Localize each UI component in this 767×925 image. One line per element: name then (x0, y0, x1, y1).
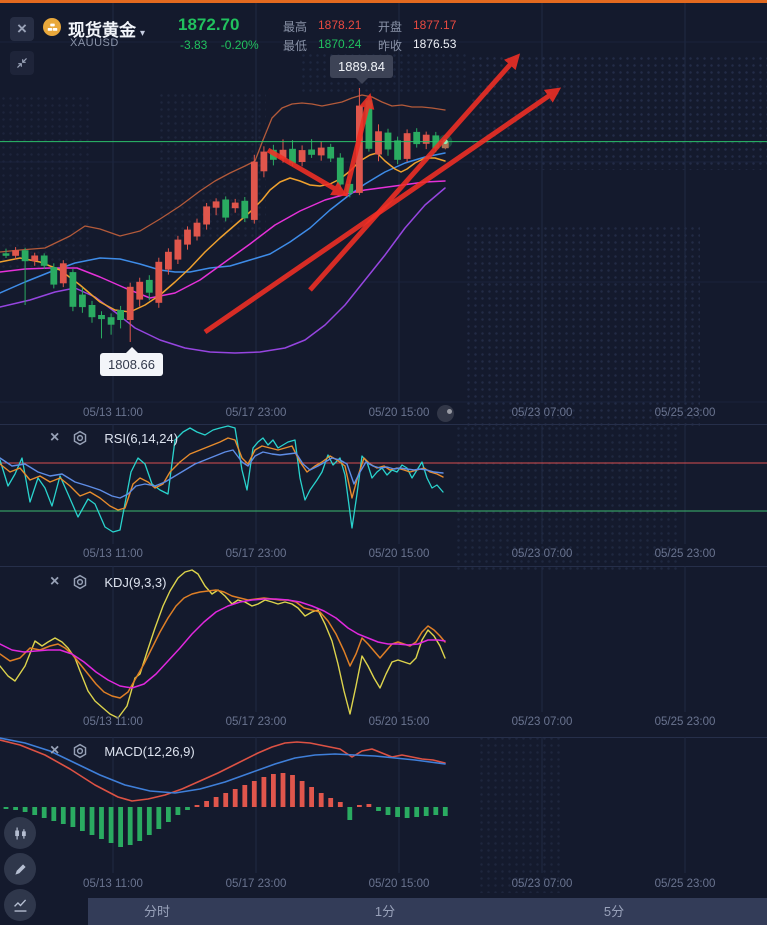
time-tick-label: 05/23 07:00 (511, 548, 573, 560)
time-tick-label: 05/17 23:00 (225, 548, 287, 560)
chevron-down-icon: ▾ (140, 28, 146, 39)
kdj-canvas[interactable] (0, 566, 767, 737)
instrument-selector[interactable]: 现货黄金 ▾ (68, 16, 145, 41)
trend-line-icon (12, 897, 29, 914)
macd-settings-icon[interactable] (72, 743, 88, 759)
main-time-axis: 05/13 11:00 05/17 23:00 05/20 15:00 05/23 0… (0, 404, 767, 422)
last-price: 1872.70 (178, 15, 240, 34)
time-tick-label: 05/13 11:00 (83, 716, 143, 728)
macd-time-axis: 05/13 11:00 05/17 23:00 05/20 15:00 05/23 0… (0, 875, 767, 893)
price-change-pct: -0.20% (220, 38, 259, 52)
prev-close-label: 昨收 (378, 39, 403, 53)
low-price-tooltip: 1808.66 (100, 347, 163, 376)
tab-1min[interactable]: 1分 (374, 904, 396, 919)
scroll-handle[interactable] (437, 405, 454, 422)
time-tick-label: 05/25 23:00 (654, 407, 716, 419)
draw-tool-button[interactable] (4, 853, 36, 885)
rsi-label: RSI(6,14,24) (104, 430, 179, 446)
tab-timeshare[interactable]: 分时 (143, 904, 171, 919)
kdj-settings-icon[interactable] (72, 574, 88, 590)
line-chart-button[interactable] (4, 889, 36, 921)
close-chart-button[interactable]: × (10, 17, 34, 41)
time-tick-label: 05/20 15:00 (368, 548, 430, 560)
time-tick-label: 05/20 15:00 (368, 407, 430, 419)
rsi-time-axis: 05/13 11:00 05/17 23:00 05/20 15:00 05/23 0… (0, 545, 767, 563)
collapse-icon (15, 56, 29, 70)
macd-close-icon[interactable]: × (50, 742, 60, 759)
macd-header: × MACD(12,26,9) (50, 742, 195, 760)
time-tick-label: 05/13 11:00 (83, 878, 143, 890)
pencil-icon (12, 861, 29, 878)
time-tick-label: 05/20 15:00 (368, 716, 430, 728)
candlestick-icon (12, 825, 29, 842)
price-change: -3.83 (180, 38, 208, 52)
time-tick-label: 05/25 23:00 (654, 878, 716, 890)
time-tick-label: 05/23 07:00 (511, 716, 573, 728)
high-price-tooltip: 1889.84 (330, 55, 393, 84)
time-tick-label: 05/17 23:00 (225, 716, 287, 728)
time-tick-label: 05/17 23:00 (225, 407, 287, 419)
low-value: 1870.24 (318, 37, 362, 51)
kdj-header: × KDJ(9,3,3) (50, 573, 166, 591)
collapse-button[interactable] (10, 51, 34, 75)
gold-coin-icon (43, 18, 61, 36)
rsi-settings-icon[interactable] (72, 430, 88, 446)
high-label: 最高 (283, 20, 308, 34)
kdj-time-axis: 05/13 11:00 05/17 23:00 05/20 15:00 05/23 0… (0, 713, 767, 731)
open-label: 开盘 (378, 20, 403, 34)
main-chart-canvas[interactable] (0, 0, 767, 424)
chart-type-button[interactable] (4, 817, 36, 849)
kdj-close-icon[interactable]: × (50, 573, 60, 590)
macd-canvas[interactable] (0, 737, 767, 898)
timeframe-tabbar: 分时 1分 5分 (88, 898, 767, 925)
rsi-close-icon[interactable]: × (50, 429, 60, 446)
time-tick-label: 05/23 07:00 (511, 878, 573, 890)
time-tick-label: 05/23 07:00 (511, 407, 573, 419)
low-label: 最低 (283, 39, 308, 53)
instrument-symbol: XAUUSD (70, 37, 119, 49)
high-value: 1878.21 (318, 18, 362, 32)
instrument-title: 现货黄金 (68, 21, 136, 40)
time-tick-label: 05/13 11:00 (83, 548, 143, 560)
top-accent-border (0, 0, 767, 3)
rsi-header: × RSI(6,14,24) (50, 429, 178, 447)
kdj-label: KDJ(9,3,3) (104, 574, 167, 590)
time-tick-label: 05/25 23:00 (654, 716, 716, 728)
price-change-row: -3.83 -0.20% (180, 38, 269, 52)
time-tick-label: 05/13 11:00 (83, 407, 143, 419)
macd-label: MACD(12,26,9) (104, 743, 195, 759)
time-tick-label: 05/17 23:00 (225, 878, 287, 890)
tab-5min[interactable]: 5分 (603, 904, 625, 919)
rsi-canvas[interactable] (0, 424, 767, 566)
prev-close-value: 1876.53 (413, 37, 457, 51)
time-tick-label: 05/25 23:00 (654, 548, 716, 560)
open-value: 1877.17 (413, 18, 457, 32)
time-tick-label: 05/20 15:00 (368, 878, 430, 890)
